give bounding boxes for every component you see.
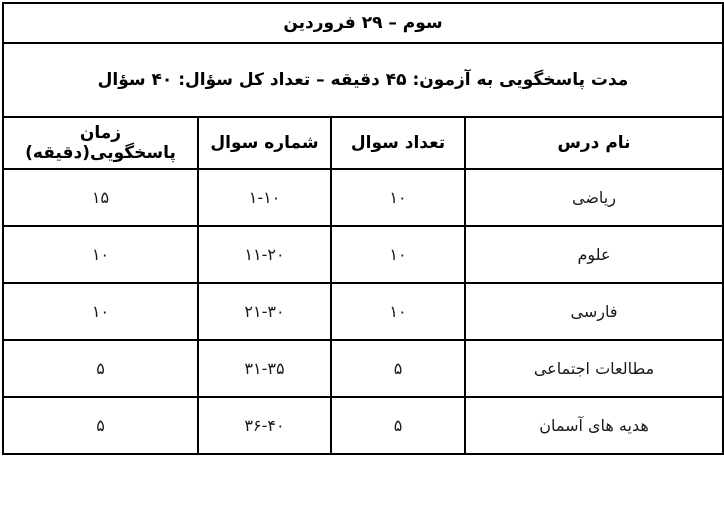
answer-time-cell: ۱۰ (1, 225, 200, 284)
question-count-cell: ۱۰ (330, 282, 466, 341)
column-header-question-range: شماره سوال (197, 116, 332, 170)
column-header-question-count: تعداد سوال (330, 116, 466, 170)
question-count-cell: ۵ (330, 339, 466, 398)
table-row: هدیه های آسمان ۵ ۳۶-۴۰ ۵ (1, 396, 724, 455)
exam-schedule-table: سوم – ۲۹ فروردین مدت پاسخگویی به آزمون: … (1, 2, 724, 455)
course-name-cell: علوم (464, 225, 724, 284)
question-range-cell: ۲۱-۳۰ (197, 282, 332, 341)
question-count-cell: ۱۰ (330, 225, 466, 284)
answer-time-cell: ۱۰ (1, 282, 200, 341)
table-row: فارسی ۱۰ ۲۱-۳۰ ۱۰ (1, 282, 724, 341)
course-name-cell: هدیه های آسمان (464, 396, 724, 455)
question-range-cell: ۳۱-۳۵ (197, 339, 332, 398)
column-header-answer-time: زمان پاسخگویی(دقیقه) (1, 116, 200, 170)
question-range-cell: ۳۶-۴۰ (197, 396, 332, 455)
subtitle-row: مدت پاسخگویی به آزمون: ۴۵ دقیقه – تعداد … (1, 42, 724, 118)
question-range-cell: ۱۱-۲۰ (197, 225, 332, 284)
column-header-course-name: نام درس (464, 116, 724, 170)
table-row: ریاضی ۱۰ ۱-۱۰ ۱۵ (1, 168, 724, 227)
table-title: سوم – ۲۹ فروردین (1, 2, 724, 44)
course-name-cell: ریاضی (464, 168, 724, 227)
answer-time-cell: ۱۵ (1, 168, 200, 227)
title-row: سوم – ۲۹ فروردین (1, 2, 724, 44)
table-subtitle: مدت پاسخگویی به آزمون: ۴۵ دقیقه – تعداد … (1, 42, 724, 118)
answer-time-cell: ۵ (1, 396, 200, 455)
course-name-cell: مطالعات اجتماعی (464, 339, 724, 398)
question-count-cell: ۵ (330, 396, 466, 455)
question-range-cell: ۱-۱۰ (197, 168, 332, 227)
question-count-cell: ۱۰ (330, 168, 466, 227)
answer-time-cell: ۵ (1, 339, 200, 398)
header-row: نام درس تعداد سوال شماره سوال زمان پاسخگ… (1, 116, 724, 170)
table-row: مطالعات اجتماعی ۵ ۳۱-۳۵ ۵ (1, 339, 724, 398)
course-name-cell: فارسی (464, 282, 724, 341)
table-row: علوم ۱۰ ۱۱-۲۰ ۱۰ (1, 225, 724, 284)
